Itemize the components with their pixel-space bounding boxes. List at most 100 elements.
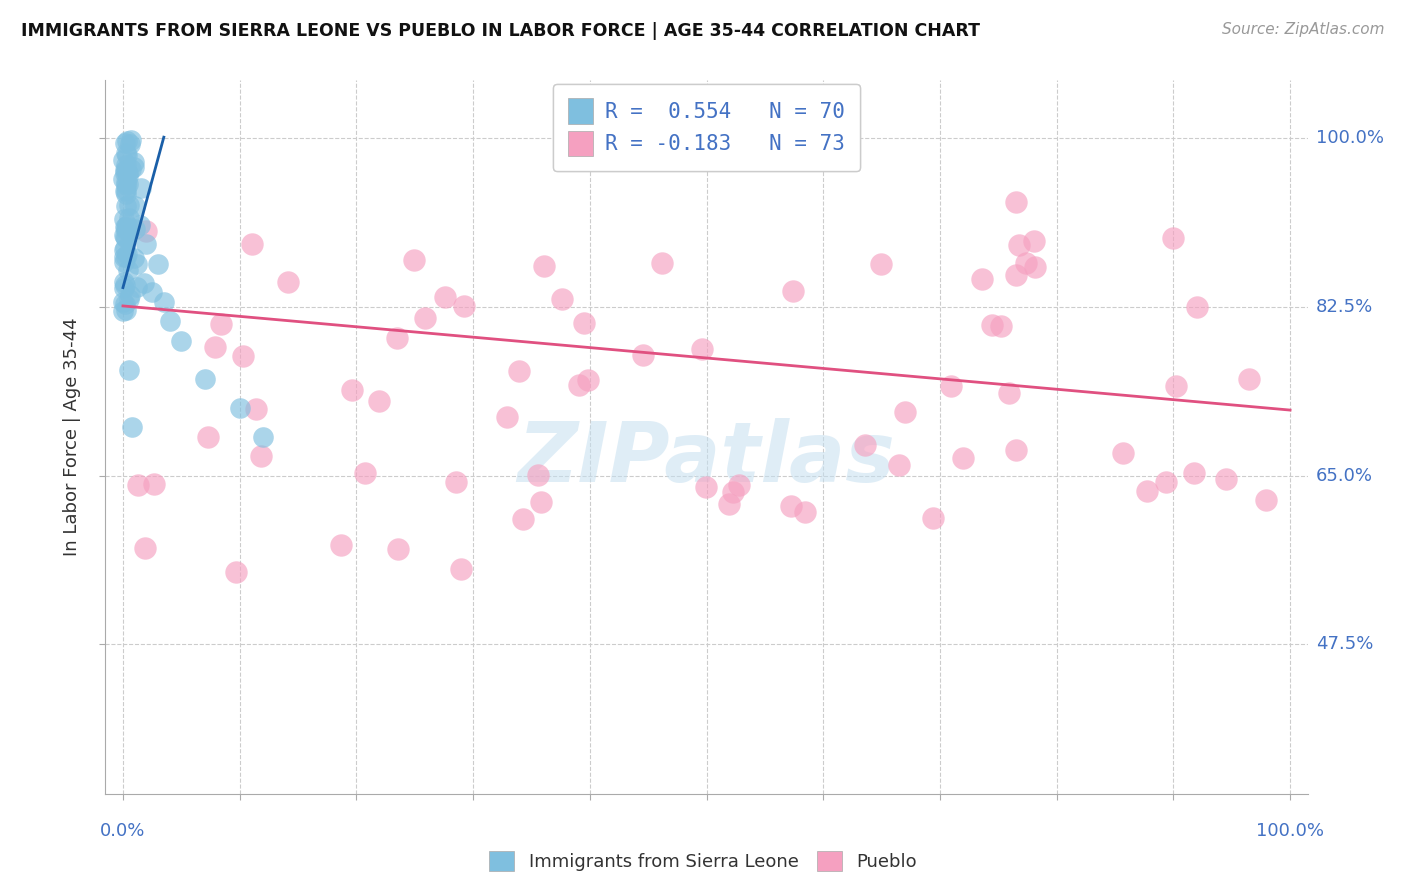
Point [122,154,145,169]
Point [444,475,467,489]
Point [353,467,375,481]
Point [1024,260,1046,274]
Point [450,562,472,576]
Point [117,169,139,183]
Point [146,256,169,270]
Point [252,430,274,444]
Point [402,253,425,268]
Point [209,317,232,331]
Y-axis label: In Labor Force | Age 35-44: In Labor Force | Age 35-44 [63,318,82,557]
Point [125,256,148,270]
Point [118,362,141,376]
Point [512,512,534,526]
Point [124,222,146,236]
Text: ZIPatlas: ZIPatlas [517,418,896,499]
Point [1185,300,1208,314]
Point [853,438,876,452]
Point [1022,234,1045,248]
Point [225,565,247,579]
Point [120,132,142,146]
Point [112,228,135,243]
Point [576,373,599,387]
Point [277,275,299,289]
Point [385,331,408,345]
Point [114,229,136,244]
Point [118,197,141,211]
Text: 82.5%: 82.5% [1316,298,1374,316]
Point [526,467,548,482]
Point [115,230,138,244]
Point [114,158,136,172]
Point [1254,493,1277,508]
Point [1004,442,1026,457]
Point [114,220,136,235]
Point [572,316,595,330]
Point [533,259,555,273]
Point [1015,256,1038,270]
Point [782,284,804,298]
Point [568,378,591,392]
Point [1215,472,1237,486]
Point [118,137,141,152]
Point [118,211,141,226]
Point [132,276,155,290]
Point [695,480,717,494]
Point [245,401,267,416]
Point [1008,237,1031,252]
Point [115,134,138,148]
Point [970,271,993,285]
Point [118,225,141,239]
Point [112,211,135,226]
Point [1156,475,1178,489]
Point [112,250,135,264]
Point [990,319,1012,334]
Point [141,285,163,300]
Point [1161,231,1184,245]
Point [980,318,1002,332]
Point [413,310,436,325]
Point [135,224,157,238]
Point [633,348,655,362]
Point [952,451,974,466]
Point [727,478,749,492]
Text: 65.0%: 65.0% [1316,467,1372,484]
Point [387,541,409,556]
Text: 0.0%: 0.0% [100,822,146,839]
Point [1164,378,1187,392]
Point [112,295,135,310]
Point [129,218,152,232]
Point [120,161,142,176]
Point [170,334,193,348]
Text: 47.5%: 47.5% [1316,635,1374,654]
Point [118,288,141,302]
Point [721,485,744,500]
Text: 100.0%: 100.0% [1316,129,1384,147]
Point [143,477,166,491]
Point [112,281,135,295]
Point [329,538,352,552]
Point [112,172,135,186]
Point [228,401,250,416]
Point [240,237,263,252]
Point [114,278,136,293]
Point [129,180,152,194]
Point [1005,194,1028,209]
Point [122,160,145,174]
Point [112,244,135,258]
Point [117,177,139,191]
Point [114,219,136,234]
Point [115,148,138,162]
Point [551,292,574,306]
Point [114,166,136,180]
Point [112,153,135,168]
Point [1112,446,1135,460]
Point [340,384,363,398]
Point [114,250,136,264]
Point [114,184,136,198]
Point [115,162,138,177]
Point [870,256,893,270]
Point [232,350,254,364]
Point [1005,268,1028,283]
Point [197,430,219,444]
Point [894,405,917,419]
